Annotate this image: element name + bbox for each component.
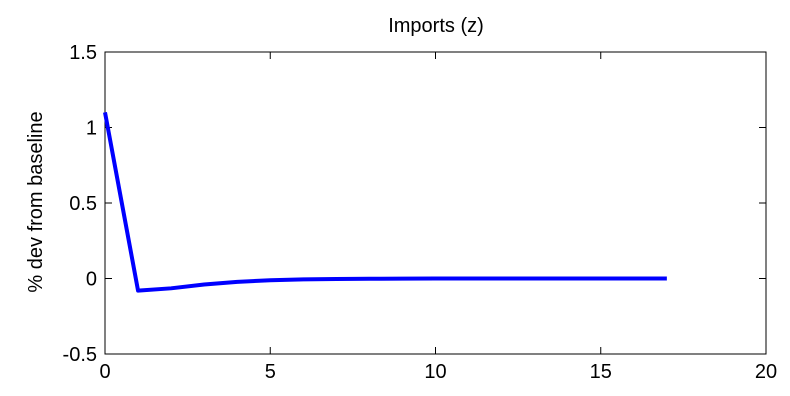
plot-area: 0 5 10 15 20-0.500.511.5 — [63, 42, 778, 383]
x-tick-label: 5 — [265, 361, 276, 383]
y-tick-label: 1.5 — [69, 42, 97, 64]
x-tick-label: 20 — [755, 361, 777, 383]
y-tick-label: 0.5 — [69, 193, 97, 215]
y-tick-label: 1 — [86, 118, 97, 140]
series-line-0 — [103, 112, 667, 293]
x-tick-label: 10 — [424, 361, 446, 383]
y-tick-label: -0.5 — [63, 344, 97, 366]
chart-title: Imports (z) — [388, 15, 484, 37]
x-tick-label: 0 — [99, 361, 110, 383]
axes-box — [104, 51, 767, 355]
y-axis-label: % dev from baseline — [25, 111, 47, 292]
y-tick-label: 0 — [86, 269, 97, 291]
x-tick-label: 15 — [590, 361, 612, 383]
